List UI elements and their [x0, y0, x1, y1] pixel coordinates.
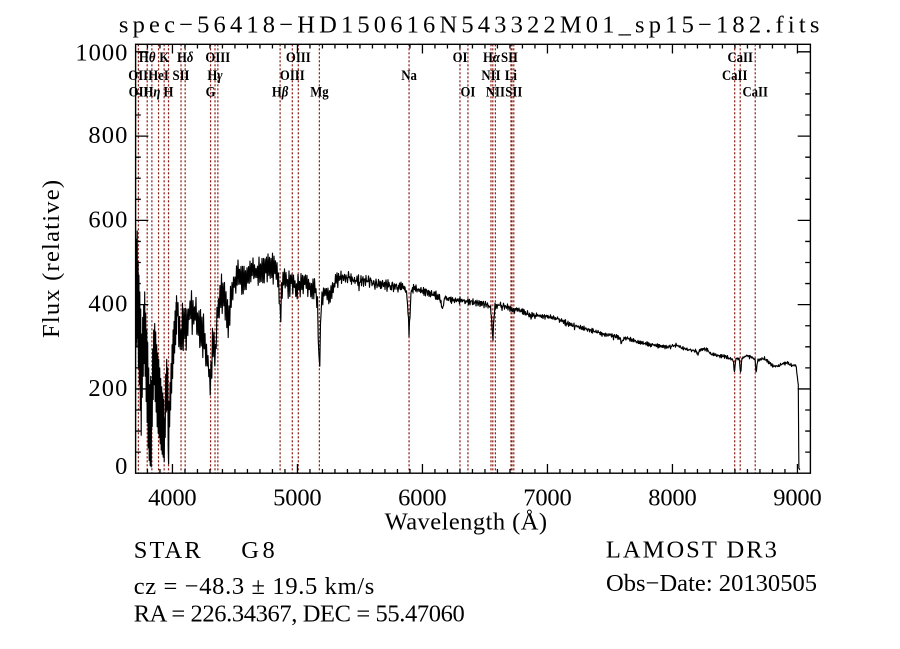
svg-text:OI: OI: [460, 83, 475, 100]
svg-text:OI: OI: [453, 49, 468, 66]
svg-text:SII: SII: [172, 67, 189, 84]
svg-text:Wavelength (Å): Wavelength (Å): [385, 509, 547, 536]
svg-text:H: H: [164, 83, 174, 100]
svg-text:0: 0: [115, 453, 127, 480]
svg-text:K: K: [159, 49, 169, 66]
svg-text:NII: NII: [486, 83, 505, 100]
svg-text:8000: 8000: [648, 485, 697, 512]
svg-text:G8: G8: [241, 537, 274, 564]
svg-text:800: 800: [88, 122, 127, 149]
svg-text:OIII: OIII: [205, 49, 230, 66]
svg-text:NII: NII: [481, 67, 500, 84]
svg-text:Hβ: Hβ: [272, 83, 289, 100]
svg-text:Flux (relative): Flux (relative): [38, 180, 65, 338]
svg-text:SII: SII: [505, 83, 522, 100]
svg-text:OIII: OIII: [286, 49, 311, 66]
svg-text:6000: 6000: [398, 485, 447, 512]
svg-text:cz = −48.3 ± 19.5 km/s: cz = −48.3 ± 19.5 km/s: [134, 573, 375, 600]
svg-text:Obs−Date: 20130505: Obs−Date: 20130505: [606, 570, 817, 597]
svg-text:SII: SII: [501, 49, 518, 66]
svg-text:200: 200: [88, 375, 127, 402]
svg-text:CaII: CaII: [722, 67, 748, 84]
svg-text:OIII: OIII: [280, 67, 305, 84]
svg-text:G: G: [206, 83, 216, 100]
svg-text:CaII: CaII: [727, 49, 753, 66]
svg-text:LAMOST DR3: LAMOST DR3: [606, 537, 777, 564]
svg-text:Hγ: Hγ: [207, 67, 222, 84]
svg-text:Na: Na: [401, 67, 417, 84]
svg-text:HeI: HeI: [148, 67, 169, 84]
svg-text:OII: OII: [128, 67, 148, 84]
svg-text:OII: OII: [129, 83, 149, 100]
svg-text:Mg: Mg: [310, 83, 328, 100]
svg-text:Hη: Hη: [143, 83, 160, 100]
svg-text:CaII: CaII: [742, 83, 768, 100]
svg-text:Li: Li: [505, 67, 517, 84]
svg-text:4000: 4000: [148, 485, 197, 512]
svg-text:Hθ: Hθ: [139, 49, 156, 66]
svg-text:spec−56418−HD150616N543322M01_: spec−56418−HD150616N543322M01_sp15−182.f…: [119, 11, 820, 38]
svg-text:STAR: STAR: [134, 537, 202, 564]
svg-text:RA = 226.34367, DEC = 55.4706: RA = 226.34367, DEC = 55.47060: [134, 600, 465, 627]
svg-text:Hα: Hα: [483, 49, 500, 66]
svg-text:9000: 9000: [773, 485, 822, 512]
svg-text:600: 600: [88, 206, 127, 233]
svg-text:1000: 1000: [75, 40, 127, 67]
svg-text:400: 400: [88, 291, 127, 318]
svg-text:7000: 7000: [523, 485, 572, 512]
svg-text:5000: 5000: [273, 485, 322, 512]
svg-text:Hδ: Hδ: [177, 49, 193, 66]
